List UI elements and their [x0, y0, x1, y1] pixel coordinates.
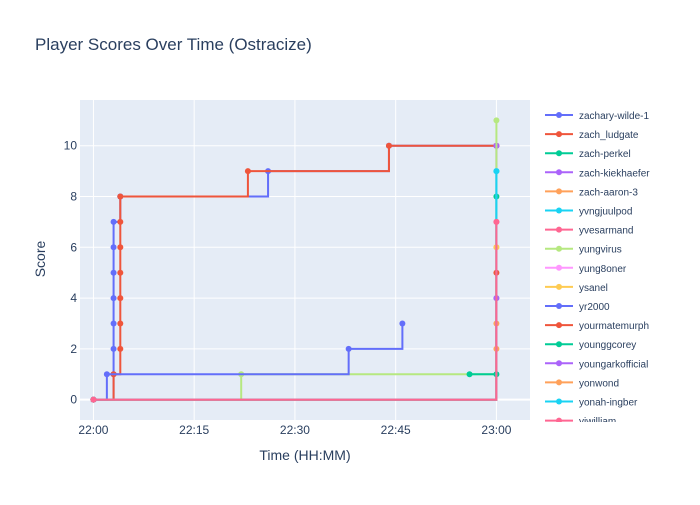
legend-item[interactable]: zach-kiekhaefer [545, 168, 650, 179]
legend-item[interactable]: youngarkofficial [545, 359, 648, 370]
legend-marker [556, 283, 562, 290]
x-tick-label: 22:45 [381, 423, 411, 437]
data-point [345, 345, 352, 352]
legend-item[interactable]: yourmatemurph [545, 321, 649, 332]
legend[interactable]: zachary-wilde-1 zach_ludgate zach-perkel za… [545, 111, 650, 428]
data-point [110, 295, 117, 302]
legend-label: yonah-ingber [579, 398, 638, 409]
legend-marker [556, 245, 562, 252]
legend-label: zach-aaron-3 [579, 187, 638, 198]
legend-item[interactable]: yonwond [545, 378, 619, 389]
data-point [117, 269, 124, 276]
legend-marker [556, 398, 562, 405]
legend-item[interactable]: yungvirus [545, 245, 622, 256]
y-tick-label: 2 [70, 342, 77, 356]
legend-marker [556, 322, 562, 329]
y-axis-title: Score [32, 241, 48, 278]
legend-marker [556, 341, 562, 348]
legend-label: zach_ludgate [579, 130, 639, 141]
legend-label: younggcorey [579, 340, 636, 351]
data-point [466, 371, 473, 378]
legend-label: zach-perkel [579, 149, 631, 160]
legend-label: yourmatemurph [579, 321, 649, 332]
series-younggcorey [466, 371, 500, 378]
legend-label: ysanel [579, 283, 608, 294]
data-point [103, 371, 110, 378]
legend-marker [556, 188, 562, 195]
data-point [117, 320, 124, 327]
legend-label: yvngjuulpod [579, 207, 632, 218]
data-point [493, 168, 500, 175]
legend-marker [556, 303, 562, 309]
data-point [117, 244, 124, 251]
data-point [110, 345, 117, 352]
legend-item[interactable]: yvngjuulpod [545, 207, 632, 218]
data-point [244, 168, 251, 175]
series-layer [90, 117, 500, 403]
data-point [117, 193, 124, 200]
legend-label: youngarkofficial [579, 359, 648, 370]
legend-label: yung8oner [579, 264, 627, 275]
legend-item[interactable]: zach-perkel [545, 149, 631, 160]
x-tick-label: 22:30 [280, 423, 310, 437]
x-axis-title: Time (HH:MM) [259, 447, 350, 463]
y-tick-label: 6 [70, 240, 77, 254]
chart-title: Player Scores Over Time (Ostracize) [35, 35, 312, 54]
y-tick-label: 4 [70, 291, 77, 305]
y-tick-label: 10 [64, 139, 78, 153]
legend-label: zachary-wilde-1 [579, 111, 649, 122]
plot-area [80, 100, 530, 420]
data-point [493, 218, 500, 225]
x-tick-label: 22:15 [179, 423, 209, 437]
data-point [493, 117, 500, 124]
legend-label: zach-kiekhaefer [579, 168, 650, 179]
data-point [110, 269, 117, 276]
data-point [117, 218, 124, 225]
legend-item[interactable]: yvesarmand [545, 226, 633, 237]
legend-marker [556, 207, 562, 214]
legend-marker [556, 379, 562, 386]
legend-label: yr2000 [579, 302, 610, 313]
y-tick-label: 8 [70, 190, 77, 204]
legend-marker [556, 226, 562, 233]
data-point [399, 320, 406, 327]
legend-item[interactable]: ysanel [545, 283, 608, 294]
legend-item[interactable]: zachary-wilde-1 [545, 111, 649, 122]
legend-marker [556, 131, 562, 138]
legend-item[interactable]: zach-aaron-3 [545, 187, 638, 198]
legend-item[interactable]: yonah-ingber [545, 398, 638, 409]
axis-ticks: 22:00 22:15 22:30 22:45 23:00 0 2 4 6 8 10 [64, 139, 512, 437]
legend-item[interactable]: yiwilliam [545, 417, 616, 428]
legend-label: yvesarmand [579, 226, 633, 237]
data-point [110, 244, 117, 251]
legend-marker [556, 169, 562, 176]
series-line [93, 221, 498, 401]
x-tick-label: 23:00 [481, 423, 511, 437]
legend-marker [556, 112, 562, 118]
data-point [117, 295, 124, 302]
legend-label: yiwilliam [579, 417, 616, 428]
legend-marker [556, 264, 562, 271]
legend-marker [556, 360, 562, 367]
data-point [110, 320, 117, 327]
y-tick-label: 0 [70, 393, 77, 407]
legend-label: yungvirus [579, 245, 622, 256]
legend-item[interactable]: zach_ludgate [545, 130, 639, 141]
legend-item[interactable]: younggcorey [545, 340, 636, 351]
legend-marker [556, 417, 562, 422]
legend-item[interactable]: yr2000 [545, 302, 610, 313]
data-point [110, 218, 117, 225]
x-tick-label: 22:00 [78, 423, 108, 437]
data-point [385, 142, 392, 149]
legend-label: yonwond [579, 378, 619, 389]
data-point [90, 396, 97, 403]
legend-item[interactable]: yung8oner [545, 264, 627, 275]
data-point [117, 345, 124, 352]
series-yiwilliam [90, 218, 500, 403]
legend-marker [556, 150, 562, 157]
